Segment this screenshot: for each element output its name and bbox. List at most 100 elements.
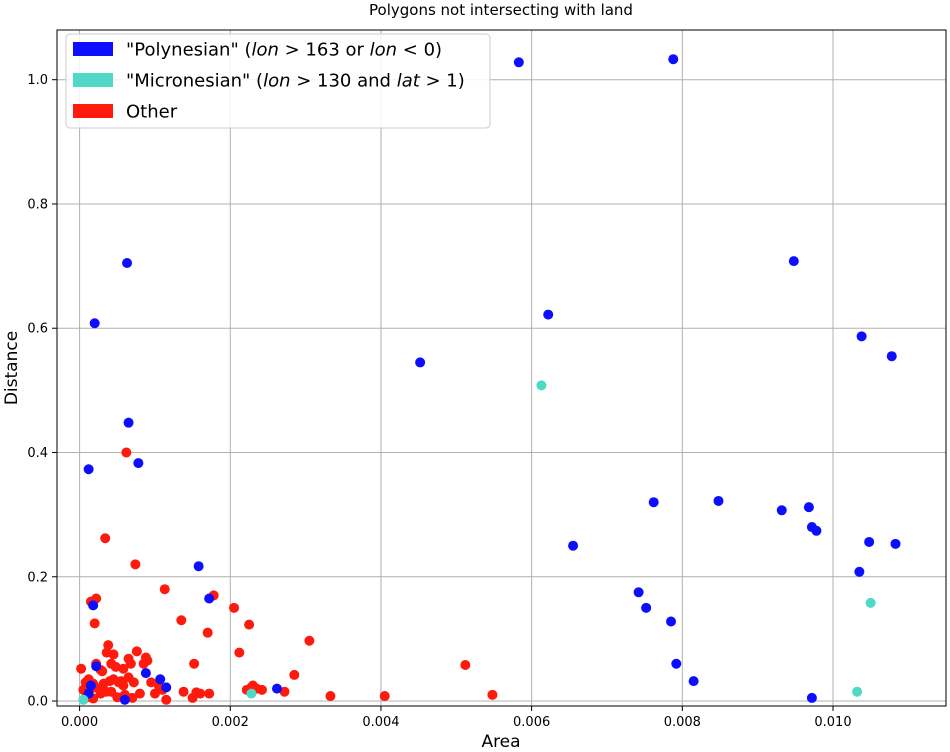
data-point	[856, 331, 867, 342]
data-point	[131, 646, 142, 657]
data-point	[108, 674, 119, 685]
data-point	[133, 458, 144, 469]
data-point	[811, 525, 822, 536]
data-point	[118, 680, 129, 691]
data-point	[103, 640, 114, 651]
data-point	[271, 683, 282, 694]
legend-entry-label: "Micronesian" (lon > 130 and lat > 1)	[126, 71, 465, 92]
data-point	[193, 561, 204, 572]
data-point	[161, 682, 172, 693]
data-point	[195, 688, 206, 699]
data-point	[229, 602, 240, 613]
y-tick-label: 0.6	[27, 322, 48, 337]
data-point	[325, 691, 336, 702]
data-point	[415, 357, 426, 368]
data-point	[89, 318, 100, 329]
data-point	[568, 540, 579, 551]
data-point	[134, 688, 145, 699]
chart-title: Polygons not intersecting with land	[369, 1, 633, 19]
data-point	[256, 684, 267, 695]
data-point	[155, 674, 166, 685]
data-point	[119, 694, 130, 705]
data-point	[161, 694, 172, 705]
data-point	[76, 663, 87, 674]
data-point	[91, 661, 102, 672]
y-axis-ticks: 0.0 0.2 0.4 0.6 0.8 1.0	[27, 73, 57, 710]
y-tick-label: 0.4	[27, 446, 48, 461]
data-point	[806, 692, 817, 703]
x-tick-label: 0.010	[814, 715, 851, 730]
legend-swatch	[73, 104, 113, 118]
data-point	[633, 587, 644, 598]
data-point	[130, 559, 141, 570]
data-point	[123, 672, 134, 683]
data-point	[536, 380, 547, 391]
y-axis-label: Distance	[2, 331, 22, 405]
x-tick-label: 0.008	[664, 715, 701, 730]
grid-lines	[57, 30, 946, 706]
y-tick-label: 0.8	[27, 197, 48, 212]
data-point	[460, 659, 471, 670]
data-point	[803, 502, 814, 513]
data-point	[149, 688, 160, 699]
data-point	[140, 668, 151, 679]
legend: "Polynesian" (lon > 163 or lon < 0) "Micr…	[65, 33, 491, 129]
data-point	[121, 447, 132, 458]
data-point	[648, 497, 659, 508]
data-point	[688, 676, 699, 687]
data-point	[176, 615, 187, 626]
x-tick-label: 0.006	[513, 715, 550, 730]
data-point	[246, 688, 257, 699]
data-point	[234, 647, 245, 658]
data-point	[88, 600, 99, 611]
data-point	[304, 635, 315, 646]
data-point	[83, 464, 94, 475]
legend-swatch	[73, 42, 113, 56]
y-tick-label: 0.0	[27, 695, 48, 710]
data-point	[78, 694, 89, 705]
legend-entry-label: "Polynesian" (lon > 163 or lon < 0)	[126, 40, 442, 61]
data-point	[189, 658, 200, 669]
data-point	[543, 309, 554, 320]
data-point	[668, 54, 679, 65]
legend-swatch	[73, 73, 113, 87]
y-tick-label: 0.2	[27, 570, 48, 585]
data-point	[379, 691, 390, 702]
data-point	[108, 649, 119, 660]
data-point	[864, 536, 875, 547]
data-point	[127, 692, 138, 703]
data-point	[852, 686, 863, 697]
x-tick-label: 0.004	[362, 715, 399, 730]
data-point	[788, 256, 799, 267]
x-tick-label: 0.000	[61, 715, 98, 730]
data-point	[641, 602, 652, 613]
data-point	[112, 692, 123, 703]
data-point	[122, 257, 133, 268]
data-points	[76, 54, 901, 705]
x-tick-label: 0.002	[212, 715, 249, 730]
data-point	[100, 686, 111, 697]
plot-frame	[56, 29, 947, 707]
data-point	[202, 627, 213, 638]
data-point	[118, 663, 129, 674]
data-point	[125, 658, 136, 669]
data-point	[776, 505, 787, 516]
data-point	[123, 417, 134, 428]
x-axis-label: Area	[481, 732, 520, 752]
data-point	[886, 351, 897, 362]
data-point	[204, 593, 215, 604]
legend-box	[65, 33, 491, 129]
data-point	[244, 619, 255, 630]
data-point	[671, 658, 682, 669]
data-point	[89, 618, 100, 629]
data-point	[713, 495, 724, 506]
data-point	[279, 686, 290, 697]
data-point	[106, 658, 117, 669]
data-point	[146, 677, 157, 688]
data-point	[289, 669, 300, 680]
legend-entry-label: Other	[126, 102, 178, 123]
x-axis-ticks: 0.000 0.002 0.004 0.006 0.008 0.010	[61, 706, 852, 730]
data-point	[487, 689, 498, 700]
data-point	[890, 538, 901, 549]
